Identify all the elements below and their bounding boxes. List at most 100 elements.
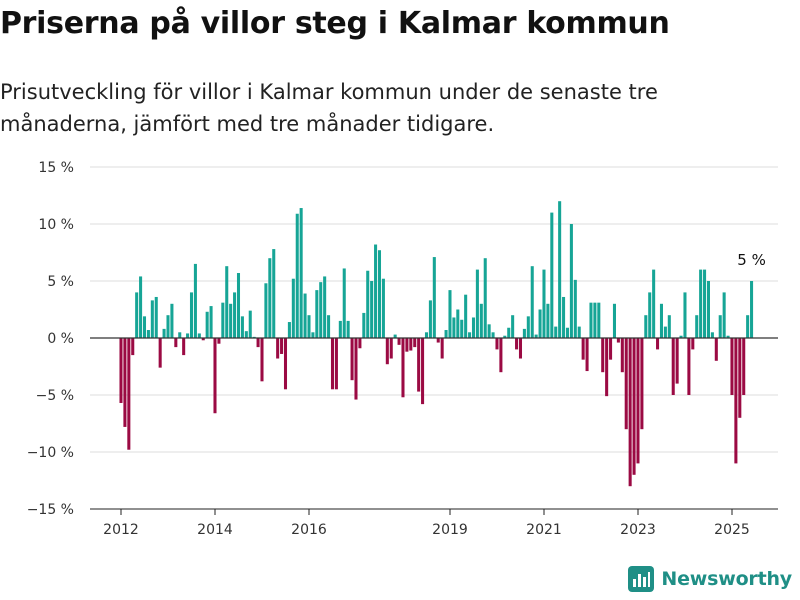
y-tick-label: 0 % <box>47 331 74 347</box>
bar <box>573 279 577 338</box>
bar <box>675 338 679 384</box>
bar <box>393 334 397 338</box>
bar <box>280 338 284 354</box>
bar <box>652 269 656 338</box>
y-tick-label: −15 % <box>27 502 74 518</box>
bar <box>283 338 288 390</box>
bar <box>691 338 695 350</box>
bar <box>562 296 566 338</box>
bar <box>726 335 730 338</box>
bar <box>260 338 264 382</box>
bar <box>683 292 687 338</box>
newsworthy-logo: Newsworthy <box>628 564 792 594</box>
bar <box>389 338 393 359</box>
bar <box>428 300 432 338</box>
bar <box>182 338 186 356</box>
bar <box>730 338 734 395</box>
bar <box>205 311 209 338</box>
bar <box>663 326 667 338</box>
bar <box>554 326 558 338</box>
x-tick-label: 2021 <box>526 522 562 538</box>
bar <box>503 335 507 338</box>
bar <box>338 320 342 338</box>
bar <box>616 338 620 343</box>
y-tick-label: 5 % <box>47 274 74 290</box>
bar <box>550 212 554 338</box>
bar <box>518 338 523 359</box>
bar <box>687 338 691 395</box>
bar <box>483 258 487 338</box>
bar <box>487 324 491 338</box>
bar-chart: 15 %10 %5 %0 %−5 %−10 %−15 % 2012 2014 201… <box>27 160 778 538</box>
bar <box>565 327 569 338</box>
bar <box>146 330 150 338</box>
bar <box>186 333 190 338</box>
bar <box>464 294 468 338</box>
x-tick-label: 2019 <box>432 522 468 538</box>
bar <box>299 208 303 338</box>
bar <box>405 338 409 352</box>
bar <box>334 338 338 390</box>
y-tick-label: 15 % <box>38 160 74 176</box>
x-tick-label: 2023 <box>620 522 656 538</box>
bar <box>620 338 624 373</box>
bar <box>609 338 613 360</box>
bar <box>624 338 628 430</box>
chart-title: Priserna på villor steg i Kalmar kommun <box>0 6 670 41</box>
bar <box>291 278 295 338</box>
bar <box>640 338 644 430</box>
bar <box>142 316 147 338</box>
bar <box>534 334 538 338</box>
bar <box>311 332 315 338</box>
bar <box>585 338 589 372</box>
bar <box>248 310 252 338</box>
bar <box>346 320 350 338</box>
bar <box>636 338 640 464</box>
y-axis-labels: 15 % 10 % 5 % 0 % −5 % −10 % −15 % <box>27 160 74 518</box>
bar <box>511 315 515 338</box>
bar <box>679 335 683 338</box>
bar <box>174 338 178 348</box>
bar <box>377 250 382 338</box>
bar <box>319 282 323 338</box>
bar <box>605 338 609 397</box>
bar <box>240 316 244 338</box>
bar <box>746 315 750 338</box>
bar <box>413 338 417 348</box>
bar <box>209 306 213 338</box>
bar <box>495 338 499 350</box>
bar <box>401 338 405 398</box>
x-tick-label: 2025 <box>714 522 750 538</box>
bar <box>448 290 452 338</box>
bar <box>127 338 131 450</box>
bar <box>421 338 425 405</box>
bar <box>522 328 526 338</box>
bar <box>695 315 699 338</box>
bar <box>268 258 272 338</box>
bar <box>170 303 174 338</box>
bar <box>699 269 703 338</box>
bar <box>479 303 483 338</box>
bar <box>468 332 472 338</box>
bar <box>385 338 389 365</box>
bar <box>542 269 546 338</box>
bar <box>460 319 464 338</box>
bar <box>225 266 229 338</box>
bar <box>491 332 495 338</box>
bar <box>150 300 154 338</box>
bar <box>444 330 448 338</box>
bar <box>577 326 581 338</box>
bar <box>287 322 291 338</box>
bar <box>424 332 429 338</box>
bar <box>507 327 511 338</box>
bar <box>714 338 718 361</box>
x-tick-label: 2014 <box>197 522 233 538</box>
bar <box>229 303 233 338</box>
bar <box>667 315 671 338</box>
bar <box>162 328 166 338</box>
bar <box>671 338 675 395</box>
chart-subtitle: Prisutveckling för villor i Kalmar kommu… <box>0 80 658 136</box>
bar <box>601 338 605 373</box>
bar <box>276 338 280 359</box>
bars <box>119 201 754 487</box>
